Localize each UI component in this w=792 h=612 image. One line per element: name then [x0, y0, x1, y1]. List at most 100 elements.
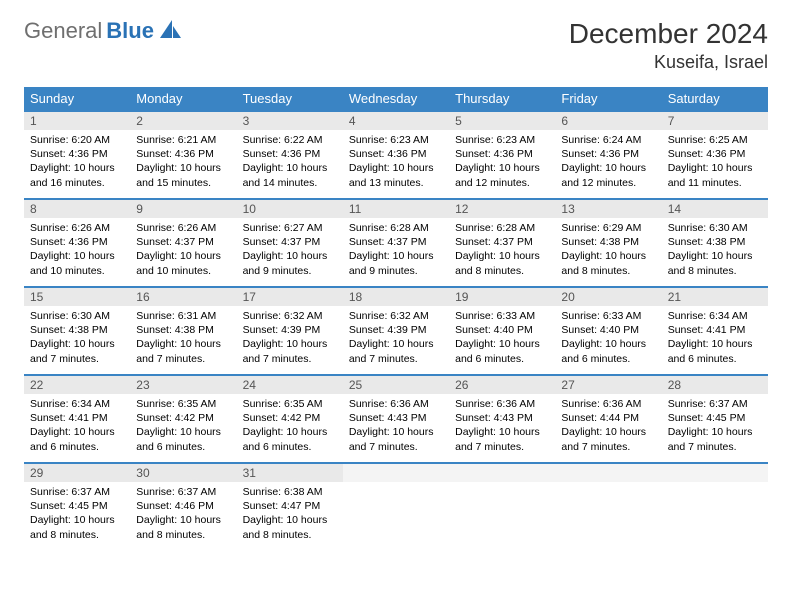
calendar-cell: 20Sunrise: 6:33 AMSunset: 4:40 PMDayligh…	[555, 287, 661, 375]
day-details: Sunrise: 6:20 AMSunset: 4:36 PMDaylight:…	[24, 130, 130, 196]
day-details: Sunrise: 6:26 AMSunset: 4:37 PMDaylight:…	[130, 218, 236, 284]
day-details: Sunrise: 6:32 AMSunset: 4:39 PMDaylight:…	[237, 306, 343, 372]
day-details: Sunrise: 6:28 AMSunset: 4:37 PMDaylight:…	[449, 218, 555, 284]
calendar-cell: 12Sunrise: 6:28 AMSunset: 4:37 PMDayligh…	[449, 199, 555, 287]
day-details: Sunrise: 6:24 AMSunset: 4:36 PMDaylight:…	[555, 130, 661, 196]
logo-text-blue: Blue	[106, 18, 154, 44]
day-details: Sunrise: 6:35 AMSunset: 4:42 PMDaylight:…	[130, 394, 236, 460]
day-details: Sunrise: 6:21 AMSunset: 4:36 PMDaylight:…	[130, 130, 236, 196]
calendar-cell: 19Sunrise: 6:33 AMSunset: 4:40 PMDayligh…	[449, 287, 555, 375]
day-number: 1	[24, 112, 130, 130]
calendar-cell: 15Sunrise: 6:30 AMSunset: 4:38 PMDayligh…	[24, 287, 130, 375]
day-number: 7	[662, 112, 768, 130]
calendar-cell-empty	[662, 463, 768, 551]
day-details: Sunrise: 6:36 AMSunset: 4:43 PMDaylight:…	[449, 394, 555, 460]
calendar-cell: 25Sunrise: 6:36 AMSunset: 4:43 PMDayligh…	[343, 375, 449, 463]
day-number: 11	[343, 200, 449, 218]
day-details: Sunrise: 6:22 AMSunset: 4:36 PMDaylight:…	[237, 130, 343, 196]
weekday-header: Wednesday	[343, 87, 449, 111]
day-number: 25	[343, 376, 449, 394]
calendar-cell: 2Sunrise: 6:21 AMSunset: 4:36 PMDaylight…	[130, 111, 236, 199]
calendar-cell: 28Sunrise: 6:37 AMSunset: 4:45 PMDayligh…	[662, 375, 768, 463]
day-number: 15	[24, 288, 130, 306]
calendar-cell: 30Sunrise: 6:37 AMSunset: 4:46 PMDayligh…	[130, 463, 236, 551]
day-details: Sunrise: 6:31 AMSunset: 4:38 PMDaylight:…	[130, 306, 236, 372]
day-details: Sunrise: 6:26 AMSunset: 4:36 PMDaylight:…	[24, 218, 130, 284]
day-number	[662, 464, 768, 482]
day-details: Sunrise: 6:34 AMSunset: 4:41 PMDaylight:…	[662, 306, 768, 372]
weekday-header: Monday	[130, 87, 236, 111]
day-number: 23	[130, 376, 236, 394]
calendar-cell: 26Sunrise: 6:36 AMSunset: 4:43 PMDayligh…	[449, 375, 555, 463]
calendar-cell: 24Sunrise: 6:35 AMSunset: 4:42 PMDayligh…	[237, 375, 343, 463]
day-number: 14	[662, 200, 768, 218]
calendar-cell: 8Sunrise: 6:26 AMSunset: 4:36 PMDaylight…	[24, 199, 130, 287]
day-number: 21	[662, 288, 768, 306]
calendar-cell: 13Sunrise: 6:29 AMSunset: 4:38 PMDayligh…	[555, 199, 661, 287]
day-number: 18	[343, 288, 449, 306]
weekday-header: Thursday	[449, 87, 555, 111]
day-number: 22	[24, 376, 130, 394]
day-details: Sunrise: 6:35 AMSunset: 4:42 PMDaylight:…	[237, 394, 343, 460]
logo: GeneralBlue	[24, 18, 182, 44]
calendar-cell: 7Sunrise: 6:25 AMSunset: 4:36 PMDaylight…	[662, 111, 768, 199]
weekday-header: Friday	[555, 87, 661, 111]
header: GeneralBlue December 2024 Kuseifa, Israe…	[24, 18, 768, 73]
calendar-cell: 6Sunrise: 6:24 AMSunset: 4:36 PMDaylight…	[555, 111, 661, 199]
location-label: Kuseifa, Israel	[569, 52, 768, 73]
day-number: 20	[555, 288, 661, 306]
day-number: 5	[449, 112, 555, 130]
day-number: 17	[237, 288, 343, 306]
day-details: Sunrise: 6:38 AMSunset: 4:47 PMDaylight:…	[237, 482, 343, 548]
calendar-cell: 22Sunrise: 6:34 AMSunset: 4:41 PMDayligh…	[24, 375, 130, 463]
day-details: Sunrise: 6:37 AMSunset: 4:45 PMDaylight:…	[24, 482, 130, 548]
calendar-cell: 11Sunrise: 6:28 AMSunset: 4:37 PMDayligh…	[343, 199, 449, 287]
day-number: 28	[662, 376, 768, 394]
calendar-cell: 29Sunrise: 6:37 AMSunset: 4:45 PMDayligh…	[24, 463, 130, 551]
logo-text-general: General	[24, 18, 102, 44]
calendar-cell: 3Sunrise: 6:22 AMSunset: 4:36 PMDaylight…	[237, 111, 343, 199]
day-details: Sunrise: 6:23 AMSunset: 4:36 PMDaylight:…	[449, 130, 555, 196]
day-details: Sunrise: 6:23 AMSunset: 4:36 PMDaylight:…	[343, 130, 449, 196]
calendar-cell: 4Sunrise: 6:23 AMSunset: 4:36 PMDaylight…	[343, 111, 449, 199]
calendar-cell: 16Sunrise: 6:31 AMSunset: 4:38 PMDayligh…	[130, 287, 236, 375]
day-number: 13	[555, 200, 661, 218]
day-number	[343, 464, 449, 482]
day-details: Sunrise: 6:29 AMSunset: 4:38 PMDaylight:…	[555, 218, 661, 284]
day-number: 30	[130, 464, 236, 482]
day-number: 24	[237, 376, 343, 394]
day-details: Sunrise: 6:33 AMSunset: 4:40 PMDaylight:…	[555, 306, 661, 372]
day-number: 31	[237, 464, 343, 482]
calendar-cell: 31Sunrise: 6:38 AMSunset: 4:47 PMDayligh…	[237, 463, 343, 551]
day-number: 9	[130, 200, 236, 218]
day-number	[555, 464, 661, 482]
weekday-header: Saturday	[662, 87, 768, 111]
calendar-cell: 10Sunrise: 6:27 AMSunset: 4:37 PMDayligh…	[237, 199, 343, 287]
calendar-week-row: 22Sunrise: 6:34 AMSunset: 4:41 PMDayligh…	[24, 375, 768, 463]
day-details: Sunrise: 6:25 AMSunset: 4:36 PMDaylight:…	[662, 130, 768, 196]
day-number	[449, 464, 555, 482]
day-number: 27	[555, 376, 661, 394]
calendar-week-row: 8Sunrise: 6:26 AMSunset: 4:36 PMDaylight…	[24, 199, 768, 287]
title-block: December 2024 Kuseifa, Israel	[569, 18, 768, 73]
day-details: Sunrise: 6:37 AMSunset: 4:46 PMDaylight:…	[130, 482, 236, 548]
calendar-cell: 18Sunrise: 6:32 AMSunset: 4:39 PMDayligh…	[343, 287, 449, 375]
day-number: 16	[130, 288, 236, 306]
calendar-table: SundayMondayTuesdayWednesdayThursdayFrid…	[24, 87, 768, 551]
day-details: Sunrise: 6:33 AMSunset: 4:40 PMDaylight:…	[449, 306, 555, 372]
day-details: Sunrise: 6:28 AMSunset: 4:37 PMDaylight:…	[343, 218, 449, 284]
day-number: 12	[449, 200, 555, 218]
calendar-cell-empty	[555, 463, 661, 551]
day-number: 19	[449, 288, 555, 306]
weekday-header: Tuesday	[237, 87, 343, 111]
day-details: Sunrise: 6:36 AMSunset: 4:44 PMDaylight:…	[555, 394, 661, 460]
calendar-cell: 21Sunrise: 6:34 AMSunset: 4:41 PMDayligh…	[662, 287, 768, 375]
page-title: December 2024	[569, 18, 768, 50]
calendar-cell-empty	[343, 463, 449, 551]
calendar-cell: 23Sunrise: 6:35 AMSunset: 4:42 PMDayligh…	[130, 375, 236, 463]
calendar-week-row: 15Sunrise: 6:30 AMSunset: 4:38 PMDayligh…	[24, 287, 768, 375]
day-details: Sunrise: 6:34 AMSunset: 4:41 PMDaylight:…	[24, 394, 130, 460]
day-details: Sunrise: 6:37 AMSunset: 4:45 PMDaylight:…	[662, 394, 768, 460]
calendar-week-row: 1Sunrise: 6:20 AMSunset: 4:36 PMDaylight…	[24, 111, 768, 199]
calendar-week-row: 29Sunrise: 6:37 AMSunset: 4:45 PMDayligh…	[24, 463, 768, 551]
